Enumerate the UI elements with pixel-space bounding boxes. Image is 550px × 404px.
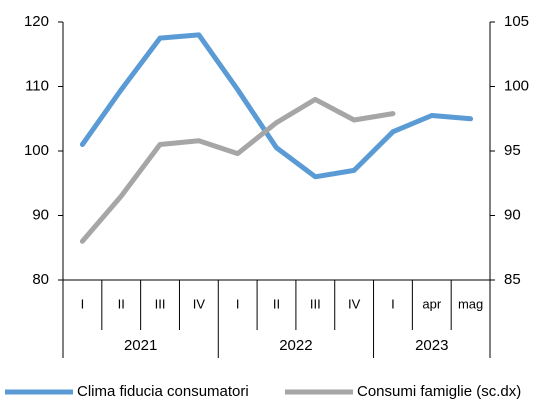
x-tick-label: IV [348,296,361,311]
legend-label: Consumi famiglie (sc.dx) [357,383,521,400]
x-tick-label: III [310,296,321,311]
x-tick-label: I [391,296,395,311]
x-tick-label: II [273,296,280,311]
x-tick-label: apr [422,296,441,311]
x-tick-label: III [155,296,166,311]
y2-tick-label: 95 [504,142,521,159]
legend-label: Clima fiducia consumatori [77,383,249,400]
x-tick-label: I [236,296,240,311]
y2-tick-label: 100 [504,77,529,94]
x-tick-label: mag [458,296,483,311]
y-tick-label: 110 [25,77,49,94]
y2-tick-label: 105 [504,13,529,30]
y2-tick-label: 85 [504,271,521,288]
y-tick-label: 100 [24,142,49,159]
y-tick-label: 120 [24,13,49,30]
y2-tick-label: 90 [504,206,521,223]
x-tick-label: IV [193,296,206,311]
group-label: 2023 [415,337,448,354]
y-tick-label: 90 [32,206,49,223]
group-label: 2021 [124,337,157,354]
x-tick-label: I [81,296,85,311]
series-line [79,96,396,244]
x-tick-label: II [118,296,125,311]
y-tick-label: 80 [32,271,49,288]
series-line [79,32,474,180]
group-label: 2022 [279,337,312,354]
